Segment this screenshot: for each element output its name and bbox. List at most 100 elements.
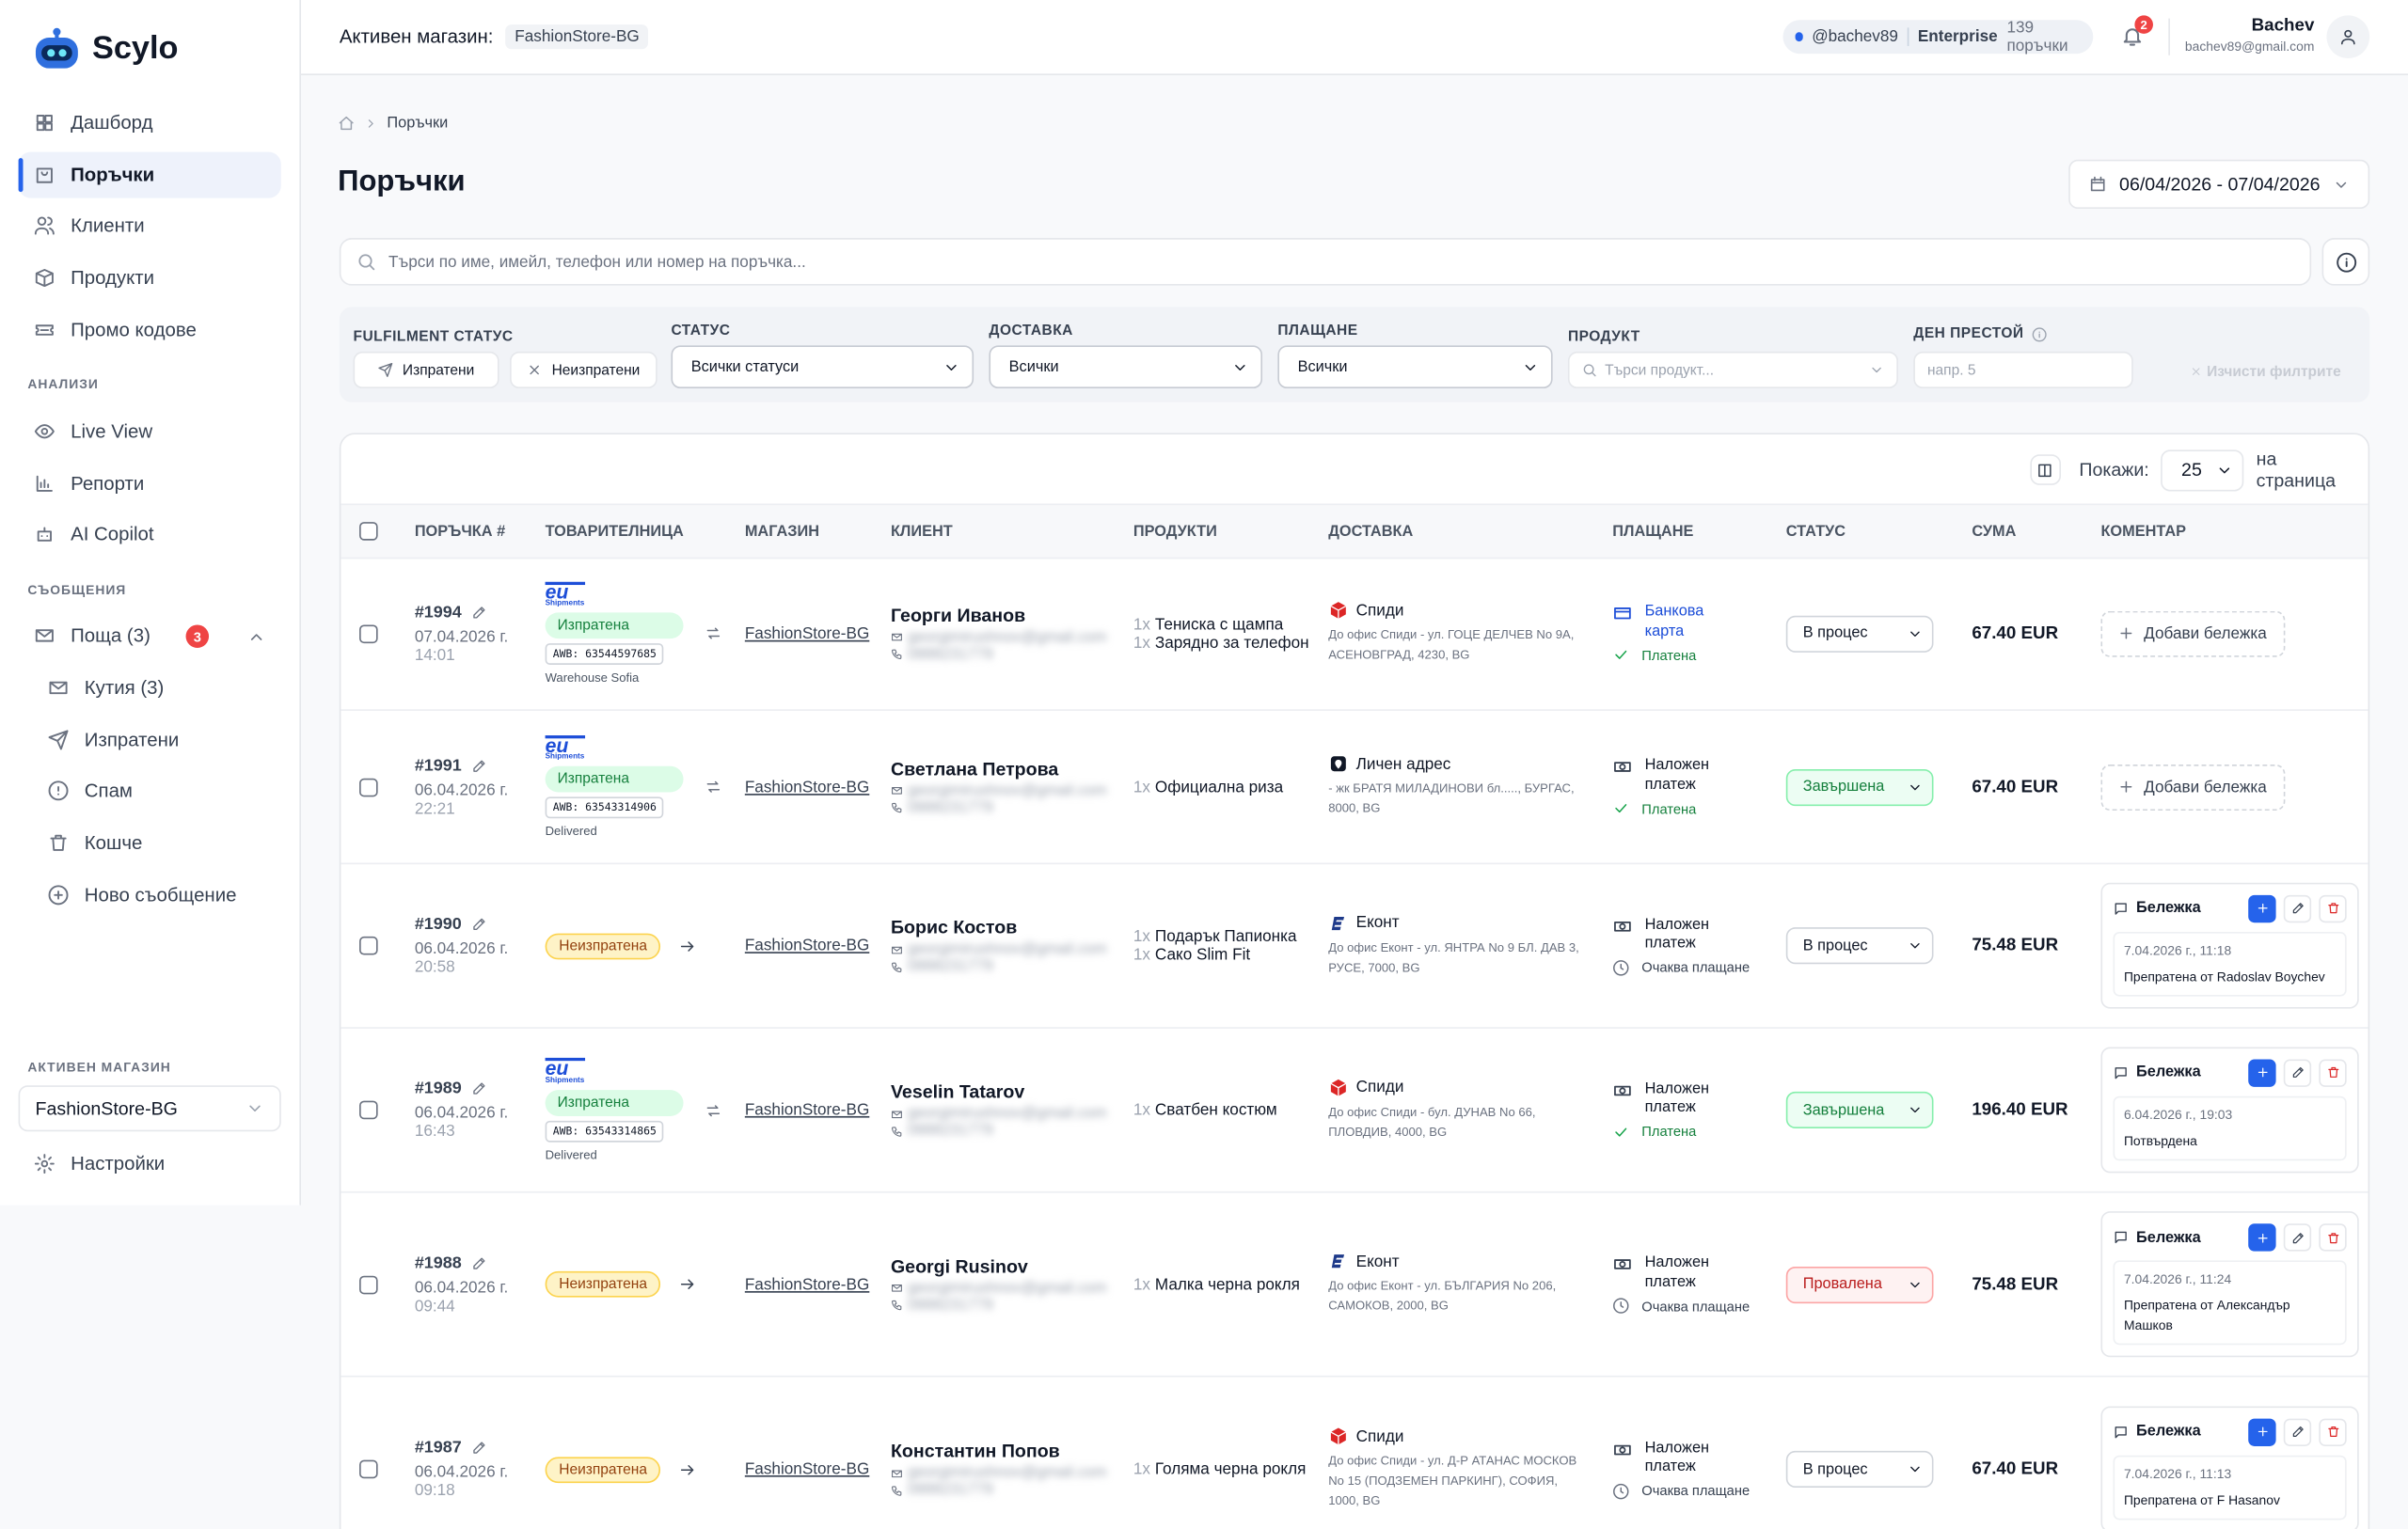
nav-item[interactable]: Дашборд xyxy=(19,100,281,146)
row-checkbox[interactable] xyxy=(359,623,378,643)
icon xyxy=(35,323,54,336)
store-cell: FashionStore-BG xyxy=(736,711,881,863)
status-select[interactable]: Завършена xyxy=(1785,768,1934,806)
filter-select[interactable]: Всички xyxy=(1277,345,1553,389)
carrier-logo: eu Shipments xyxy=(545,734,687,761)
store-link[interactable]: FashionStore-BG xyxy=(744,1274,870,1294)
icon xyxy=(50,834,67,852)
note-delete[interactable] xyxy=(2319,1059,2347,1087)
nav-item[interactable]: Изпратени xyxy=(32,717,280,763)
status-dot xyxy=(1795,32,1803,42)
icon xyxy=(892,802,902,813)
note-edit[interactable] xyxy=(2283,1223,2312,1252)
nav-item[interactable]: Кутия (3) xyxy=(32,665,280,711)
add-note-button[interactable]: Добави бележка xyxy=(2100,764,2286,811)
carrier-icon xyxy=(1330,915,1346,931)
status-select[interactable]: В процес xyxy=(1785,614,1934,653)
store-link[interactable]: FashionStore-BG xyxy=(744,777,870,796)
note-delete[interactable] xyxy=(2319,1418,2347,1446)
add-note-button[interactable]: Добави бележка xyxy=(2100,609,2286,656)
clear-filters[interactable]: Изчисти филтрите xyxy=(2190,361,2359,383)
fulfilment-option[interactable]: Неизпратени xyxy=(510,351,657,389)
row-checkbox[interactable] xyxy=(359,777,378,796)
select-all[interactable] xyxy=(359,522,378,541)
icon xyxy=(472,759,484,771)
note-card: Бележка 7.04.2026 г., 11:13 Препратена от … xyxy=(2100,1406,2359,1529)
search-placeholder: Търси по име, имейл, телефон или номер н… xyxy=(388,252,806,272)
status-select[interactable]: В процес xyxy=(1785,1450,1934,1489)
filter-select[interactable]: Всички xyxy=(989,345,1263,389)
status-select[interactable]: Провалена xyxy=(1785,1266,1934,1303)
status-select[interactable]: Завършена xyxy=(1785,1091,1934,1128)
order-number-line: #1994 xyxy=(415,603,536,621)
delivery-address: До офис Еконт - ул. ЯНТРА No 9 БЛ. ДАВ 3… xyxy=(1328,940,1579,974)
idle-input[interactable]: напр. 5 xyxy=(1913,351,2133,389)
orders-count: 139 поръчки xyxy=(2006,18,2068,55)
section-title: СЪОБЩЕНИЯ xyxy=(27,581,127,598)
order-cell: #1994 07.04.2026 г. 14:01 xyxy=(405,558,536,710)
note-add[interactable] xyxy=(2248,894,2276,922)
client-phone: 0888231779 xyxy=(907,798,993,816)
payment-status-label: Очаква плащане xyxy=(1641,1483,1751,1499)
note-add[interactable] xyxy=(2248,1223,2276,1252)
payment-status: Очаква плащане xyxy=(1612,1298,1777,1315)
payment-method: Наложен платеж xyxy=(1612,1440,1777,1478)
icon xyxy=(35,269,54,288)
store-link[interactable]: FashionStore-BG xyxy=(744,1100,870,1120)
nav-item[interactable]: Промо кодове xyxy=(19,307,281,353)
note-edit[interactable] xyxy=(2283,1059,2312,1087)
nav-item[interactable]: Кошче xyxy=(32,820,280,866)
header-checkbox-cell xyxy=(341,505,405,558)
filter-select[interactable]: Всички статуси xyxy=(671,345,974,389)
icon xyxy=(1910,942,1920,949)
client-cell: Борис Костов georgimirushnov@gmail.com 088… xyxy=(881,864,1124,1027)
client-email: georgimirushnov@gmail.com xyxy=(907,781,1107,799)
column-toggle[interactable] xyxy=(2030,454,2061,485)
info-button[interactable] xyxy=(2321,238,2370,286)
store-link[interactable]: FashionStore-BG xyxy=(744,623,870,643)
nav-item[interactable]: Поръчки xyxy=(18,151,281,198)
nav-item[interactable]: Настройки xyxy=(19,1141,281,1187)
row-checkbox[interactable] xyxy=(359,1100,378,1120)
chevron xyxy=(250,634,262,640)
nav-item[interactable]: Live View xyxy=(19,408,281,454)
date-range[interactable]: 06/04/2026 - 07/04/2026 xyxy=(2068,159,2370,210)
nav-item[interactable]: AI Copilot xyxy=(19,512,281,558)
nav-item[interactable]: Ново съобщение xyxy=(32,872,280,918)
note-delete[interactable] xyxy=(2319,1223,2347,1252)
row-checkbox[interactable] xyxy=(359,1459,378,1479)
note-edit[interactable] xyxy=(2283,894,2312,922)
option-label: Неизпратени xyxy=(551,361,641,379)
client-cell: Veselin Tatarov georgimirushnov@gmail.com… xyxy=(881,1029,1124,1191)
note-text: Препратена от F Hasanov xyxy=(2123,1491,2280,1508)
status-cell: Завършена xyxy=(1777,1029,1963,1191)
product-search[interactable]: Търси продукт... xyxy=(1567,351,1898,389)
page-size-select[interactable]: 25 xyxy=(2161,449,2244,491)
client-phone-line: 0888231779 xyxy=(891,1122,1124,1139)
icon xyxy=(2115,1426,2127,1439)
notifications[interactable] xyxy=(2121,24,2146,49)
avatar[interactable] xyxy=(2326,15,2370,59)
note-edit[interactable] xyxy=(2283,1418,2312,1446)
column-header: ПРОДУКТИ xyxy=(1133,522,1217,540)
nav-item[interactable]: Продукти xyxy=(19,255,281,301)
store-link[interactable]: FashionStore-BG xyxy=(744,936,870,955)
note-add[interactable] xyxy=(2248,1418,2276,1446)
store-link[interactable]: FashionStore-BG xyxy=(744,1459,870,1479)
nav-item[interactable]: Поща (3) xyxy=(19,612,281,658)
fulfilment-option[interactable]: Изпратени xyxy=(353,351,499,389)
section-title: АНАЛИЗИ xyxy=(27,375,99,392)
note-add[interactable] xyxy=(2248,1059,2276,1087)
status-select[interactable]: В процес xyxy=(1785,927,1934,965)
nav-item[interactable]: Клиенти xyxy=(19,203,281,249)
icon xyxy=(2327,1067,2338,1079)
row-checkbox[interactable] xyxy=(359,936,378,955)
icon xyxy=(378,362,393,377)
note-delete[interactable] xyxy=(2319,894,2347,922)
nav-item[interactable]: Репорти xyxy=(19,460,281,506)
store-select[interactable]: FashionStore-BG xyxy=(18,1085,281,1132)
nav-item[interactable]: Спам xyxy=(32,768,280,814)
search-box[interactable]: Търси по име, имейл, телефон или номер н… xyxy=(339,238,2312,286)
row-checkbox[interactable] xyxy=(359,1274,378,1294)
client-phone-line: 0888231779 xyxy=(891,799,1124,816)
